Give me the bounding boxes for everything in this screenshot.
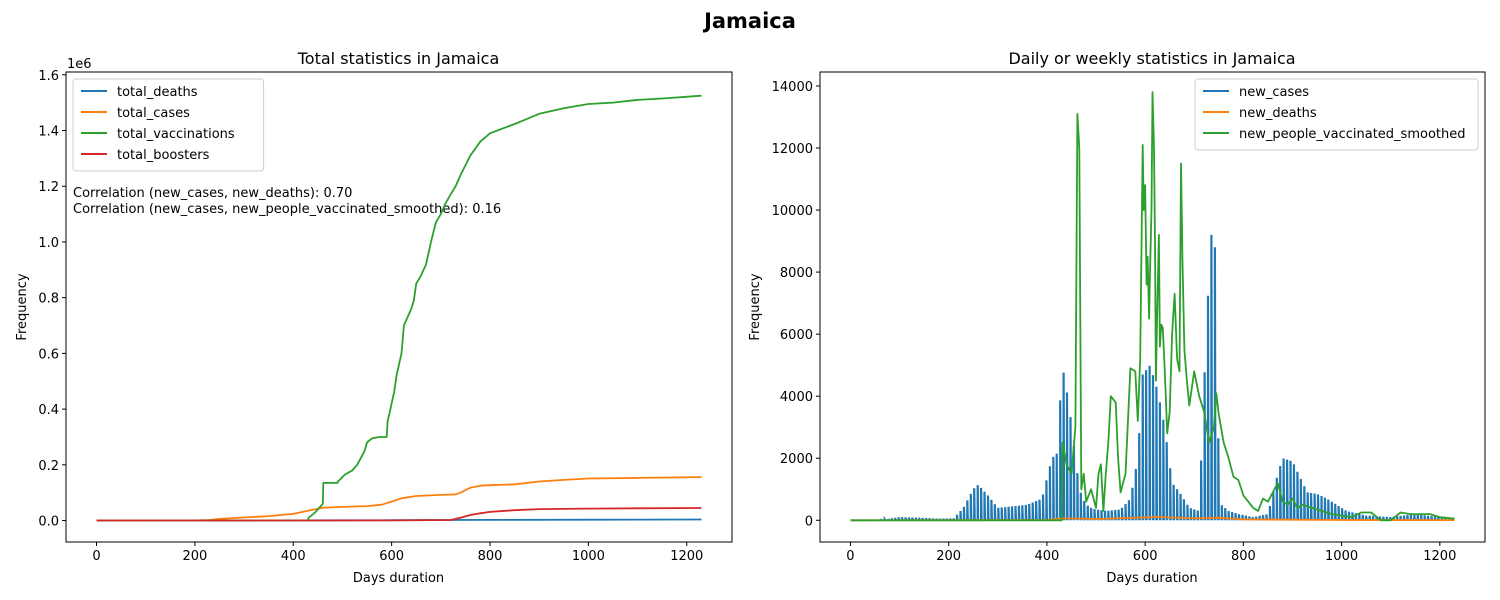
x-tick-label: 400	[281, 549, 306, 564]
y-tick-label: 4000	[780, 390, 813, 405]
legend-entry: new_cases	[1239, 85, 1309, 100]
y-tick-label: 14000	[772, 80, 813, 95]
correlation-annotation: Correlation (new_cases, new_people_vacci…	[73, 202, 501, 217]
series-new_people_vaccinated_smoothed	[850, 91, 1455, 522]
y-tick-label: 1.0	[38, 236, 59, 251]
axes-frame	[65, 71, 733, 543]
x-tick-label: 200	[182, 549, 207, 564]
chart-title: Daily or weekly statistics in Jamaica	[1008, 49, 1295, 68]
series-line	[96, 94, 702, 522]
x-tick-label: 1200	[670, 549, 703, 564]
y-tick-label: 6000	[780, 328, 813, 343]
legend-entry: total_boosters	[117, 148, 210, 163]
legend-entry: new_deaths	[1239, 106, 1317, 121]
series-line	[96, 476, 702, 522]
y-tick-label: 0.0	[38, 515, 59, 530]
plot-area	[850, 91, 1455, 522]
y-tick-label: 0.8	[38, 292, 59, 307]
y-tick-label: 10000	[772, 204, 813, 219]
x-tick-label: 1000	[572, 549, 605, 564]
legend-entry: total_vaccinations	[117, 127, 235, 142]
series-line	[96, 507, 702, 522]
x-tick-label: 800	[478, 549, 503, 564]
daily-statistics-chart: Daily or weekly statistics in Jamaica Da…	[748, 49, 1486, 586]
legend: new_cases new_deaths new_people_vaccinated…	[1194, 78, 1479, 151]
x-tick-label: 1200	[1423, 549, 1456, 564]
y-axis-label: Frequency	[748, 273, 763, 340]
total-statistics-chart: Total statistics in Jamaica Days duratio…	[15, 49, 733, 586]
series-new_cases	[850, 234, 1454, 522]
legend-entry: total_deaths	[117, 85, 198, 100]
series-line	[850, 91, 1455, 522]
legend-box	[72, 78, 265, 172]
legend: total_deaths total_cases total_vaccination…	[72, 78, 265, 172]
x-tick-label: 600	[379, 549, 404, 564]
legend-box	[1194, 78, 1479, 151]
y-tick-label: 0.6	[38, 347, 59, 362]
y-axis-label: Frequency	[15, 273, 30, 340]
series-total_vaccinations	[96, 94, 702, 522]
y-tick-label: 12000	[772, 142, 813, 157]
chart-title: Total statistics in Jamaica	[297, 49, 500, 68]
series-total_boosters	[96, 507, 702, 522]
y-tick-label: 1.4	[38, 125, 59, 140]
x-tick-label: 400	[1034, 549, 1059, 564]
y-tick-label: 0.4	[38, 403, 59, 418]
legend-entry: total_cases	[117, 106, 190, 121]
y-tick-label: 2000	[780, 452, 813, 467]
y-tick-label: 1.2	[38, 180, 59, 195]
y-tick-label: 0.2	[38, 459, 59, 474]
y-tick-label: 1.6	[38, 69, 59, 84]
series-line	[850, 234, 1454, 522]
axes-frame	[819, 71, 1486, 543]
x-tick-label: 0	[846, 549, 854, 564]
plot-area	[96, 94, 702, 522]
x-tick-label: 200	[936, 549, 961, 564]
x-axis-label: Days duration	[353, 571, 444, 586]
correlation-annotation: Correlation (new_cases, new_deaths): 0.7…	[73, 186, 352, 201]
y-offset-text: 1e6	[67, 57, 92, 72]
x-tick-label: 800	[1231, 549, 1256, 564]
y-tick-label: 8000	[780, 266, 813, 281]
legend-entry: new_people_vaccinated_smoothed	[1239, 127, 1465, 142]
x-tick-label: 0	[92, 549, 100, 564]
x-tick-label: 1000	[1325, 549, 1358, 564]
x-axis-label: Days duration	[1106, 571, 1197, 586]
series-total_cases	[96, 476, 702, 522]
figure-suptitle: Jamaica	[702, 9, 796, 33]
y-tick-label: 0	[805, 514, 813, 529]
x-tick-label: 600	[1133, 549, 1158, 564]
